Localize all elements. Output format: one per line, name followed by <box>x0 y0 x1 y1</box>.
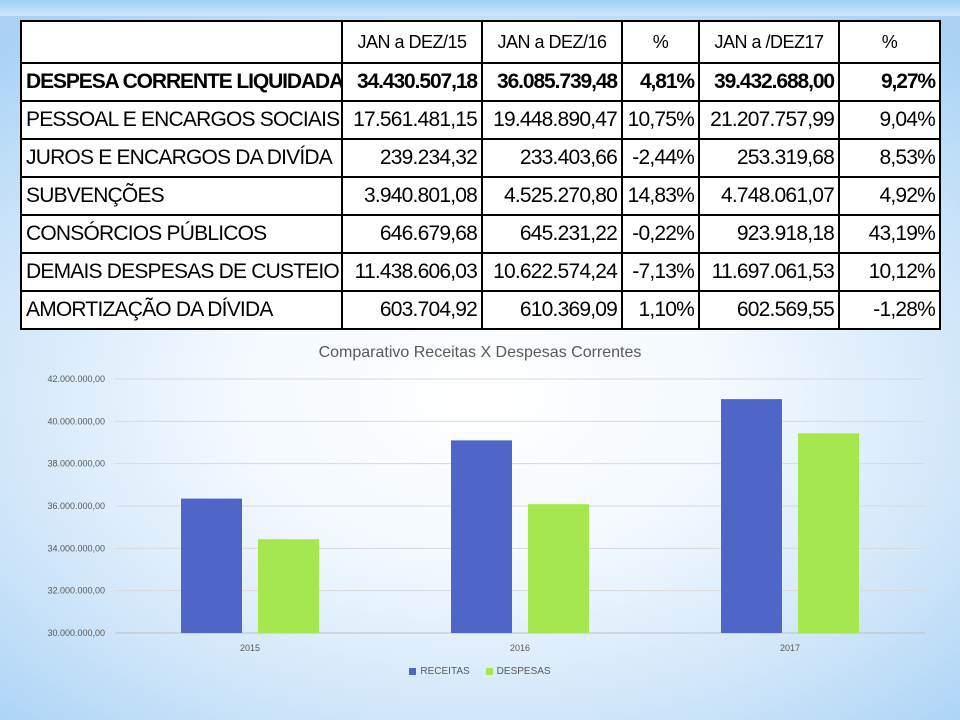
table-cell: -2,44% <box>621 138 700 178</box>
row-label: SUBVENÇÕES <box>20 176 343 216</box>
table-row: JUROS E ENCARGOS DA DIVÍDA 239.234,32 233.… <box>20 138 941 178</box>
y-tick-label: 32.000.000,00 <box>47 586 105 596</box>
table-cell: 19.448.890,47 <box>481 100 623 140</box>
bar-receitas-2016 <box>451 440 512 633</box>
bar-despesas-2015 <box>258 539 319 633</box>
table-row: SUBVENÇÕES 3.940.801,08 4.525.270,80 14,83%… <box>20 176 941 216</box>
column-header <box>20 20 343 64</box>
row-label: DESPESA CORRENTE LIQUIDADA <box>20 62 343 102</box>
bar-despesas-2017 <box>798 433 859 633</box>
legend-label: RECEITAS <box>420 666 470 677</box>
y-tick-label: 36.000.000,00 <box>47 501 105 511</box>
table-cell: 233.403,66 <box>481 138 623 178</box>
x-tick-label: 2016 <box>510 643 530 653</box>
table-cell: 610.369,09 <box>481 290 623 330</box>
y-tick-label: 34.000.000,00 <box>47 543 105 553</box>
table-cell: 10,12% <box>838 252 941 292</box>
table-cell: 8,53% <box>838 138 941 178</box>
row-label: CONSÓRCIOS PÚBLICOS <box>20 214 343 254</box>
table-cell: 34.430.507,18 <box>341 62 483 102</box>
table-cell: 43,19% <box>838 214 941 254</box>
y-tick-label: 38.000.000,00 <box>47 459 105 469</box>
legend-label: DESPESAS <box>496 666 551 677</box>
expenses-table: JAN a DEZ/15 JAN a DEZ/16% JAN a /DEZ17% D… <box>20 20 941 330</box>
row-label: PESSOAL E ENCARGOS SOCIAIS <box>20 100 343 140</box>
table-row: PESSOAL E ENCARGOS SOCIAIS 17.561.481,15 1… <box>20 100 941 140</box>
table-cell: 10,75% <box>621 100 700 140</box>
table-row: AMORTIZAÇÃO DA DÍVIDA 603.704,92 610.369,0… <box>20 290 941 330</box>
top-stripe <box>0 0 960 16</box>
legend-item: DESPESAS <box>485 666 551 677</box>
y-tick-label: 42.000.000,00 <box>47 374 105 384</box>
column-header: JAN a /DEZ17 <box>698 20 840 64</box>
column-header: % <box>621 20 700 64</box>
table-row: CONSÓRCIOS PÚBLICOS 646.679,68 645.231,22-… <box>20 214 941 254</box>
table-cell: 9,27% <box>838 62 941 102</box>
table-cell: 4.748.061,07 <box>698 176 840 216</box>
column-header: JAN a DEZ/16 <box>481 20 623 64</box>
row-label: DEMAIS DESPESAS DE CUSTEIO <box>20 252 343 292</box>
table-cell: 9,04% <box>838 100 941 140</box>
table-cell: 4,81% <box>621 62 700 102</box>
table-cell: 3.940.801,08 <box>341 176 483 216</box>
table-cell: 10.622.574,24 <box>481 252 623 292</box>
bar-receitas-2015 <box>181 498 242 633</box>
table-cell: 36.085.739,48 <box>481 62 623 102</box>
x-tick-label: 2015 <box>240 643 260 653</box>
table-cell: 239.234,32 <box>341 138 483 178</box>
y-tick-label: 30.000.000,00 <box>47 628 105 638</box>
table-cell: 646.679,68 <box>341 214 483 254</box>
table-cell: 4,92% <box>838 176 941 216</box>
table-cell: 17.561.481,15 <box>341 100 483 140</box>
legend-swatch <box>485 668 493 675</box>
table-cell: 645.231,22 <box>481 214 623 254</box>
table-cell: 21.207.757,99 <box>698 100 840 140</box>
table-cell: 253.319,68 <box>698 138 840 178</box>
table-row: DESPESA CORRENTE LIQUIDADA 34.430.507,18 3… <box>20 62 941 102</box>
row-label: JUROS E ENCARGOS DA DIVÍDA <box>20 138 343 178</box>
table-cell: 39.432.688,00 <box>698 62 840 102</box>
table-cell: 602.569,55 <box>698 290 840 330</box>
bar-despesas-2016 <box>528 504 589 633</box>
table-cell: 4.525.270,80 <box>481 176 623 216</box>
x-tick-label: 2017 <box>780 643 800 653</box>
bar-chart: 30.000.000,00 32.000.000,00 34.000.000,00 3… <box>47 374 925 653</box>
table-cell: 14,83% <box>621 176 700 216</box>
table-cell: -0,22% <box>621 214 700 254</box>
table-cell: -7,13% <box>621 252 700 292</box>
chart-legend: RECEITAS DESPESAS <box>0 666 960 677</box>
legend-item: RECEITAS <box>409 666 470 677</box>
table-cell: 1,10% <box>621 290 700 330</box>
table-body: DESPESA CORRENTE LIQUIDADA 34.430.507,18 3… <box>20 62 941 330</box>
table-cell: 11.697.061,53 <box>698 252 840 292</box>
legend-swatch <box>409 668 417 675</box>
table-header-row: JAN a DEZ/15 JAN a DEZ/16% JAN a /DEZ17% <box>20 20 941 64</box>
table-cell: 923.918,18 <box>698 214 840 254</box>
table-cell: 603.704,92 <box>341 290 483 330</box>
table-cell: -1,28% <box>838 290 941 330</box>
bar-receitas-2017 <box>721 399 782 633</box>
table-row: DEMAIS DESPESAS DE CUSTEIO 11.438.606,03 1… <box>20 252 941 292</box>
chart-title: Comparativo Receitas X Despesas Corrente… <box>318 344 642 361</box>
y-tick-label: 40.000.000,00 <box>47 416 105 426</box>
row-label: AMORTIZAÇÃO DA DÍVIDA <box>20 290 343 330</box>
column-header: JAN a DEZ/15 <box>341 20 483 64</box>
column-header: % <box>838 20 941 64</box>
table-cell: 11.438.606,03 <box>341 252 483 292</box>
